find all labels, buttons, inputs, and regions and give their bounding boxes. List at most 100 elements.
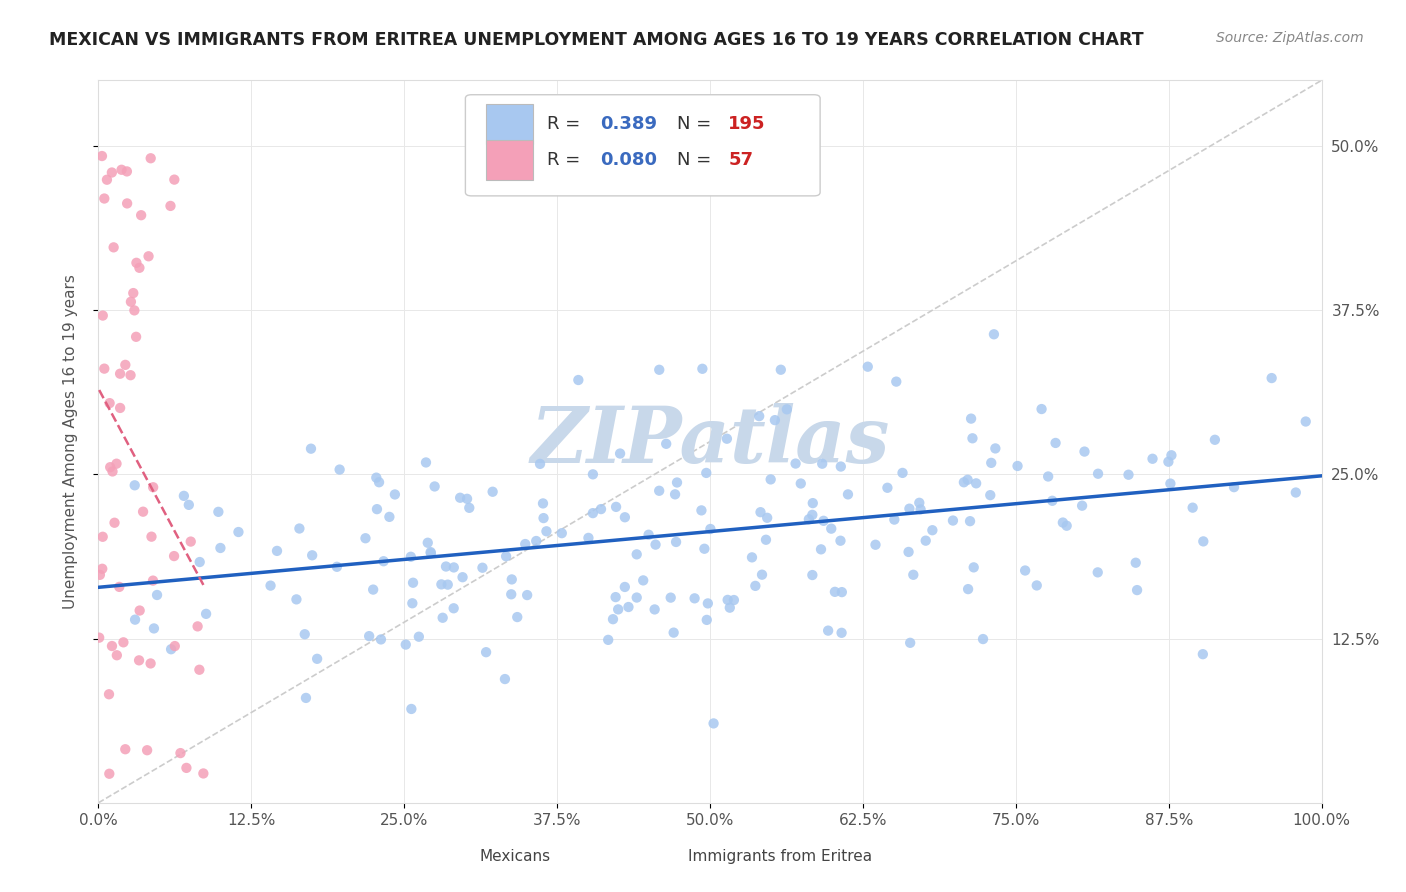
Point bbox=[451, 570, 474, 584]
Point bbox=[536, 524, 558, 539]
Point bbox=[695, 466, 717, 480]
Point bbox=[481, 484, 503, 499]
Point bbox=[749, 505, 772, 519]
Point bbox=[921, 523, 943, 537]
Point bbox=[399, 549, 422, 564]
Point bbox=[529, 457, 551, 471]
Point bbox=[103, 240, 125, 254]
Point bbox=[637, 527, 659, 541]
Point bbox=[683, 591, 706, 606]
Point bbox=[471, 560, 494, 574]
Point bbox=[965, 476, 987, 491]
Point bbox=[696, 596, 718, 610]
Point bbox=[748, 409, 770, 424]
Point bbox=[810, 542, 832, 557]
Point bbox=[112, 635, 135, 649]
Point bbox=[759, 472, 782, 486]
Text: 0.080: 0.080 bbox=[600, 151, 657, 169]
Point bbox=[401, 596, 423, 610]
Point bbox=[128, 260, 150, 275]
Point bbox=[120, 368, 142, 383]
Point bbox=[1126, 583, 1149, 598]
Point bbox=[648, 483, 671, 498]
Point bbox=[699, 522, 721, 536]
Point bbox=[533, 511, 555, 525]
Point bbox=[101, 639, 124, 653]
Point bbox=[1071, 499, 1094, 513]
Point bbox=[718, 600, 741, 615]
Point bbox=[1007, 458, 1029, 473]
FancyBboxPatch shape bbox=[486, 140, 533, 179]
Point bbox=[582, 467, 605, 482]
Point bbox=[898, 501, 921, 516]
Point bbox=[703, 716, 725, 731]
Point bbox=[515, 537, 537, 551]
Point bbox=[89, 567, 111, 582]
Point bbox=[801, 508, 824, 522]
Point bbox=[1087, 566, 1109, 580]
Point bbox=[91, 309, 114, 323]
Point bbox=[301, 549, 323, 563]
Point bbox=[169, 746, 191, 760]
Point bbox=[114, 742, 136, 756]
Point bbox=[1045, 436, 1067, 450]
Point bbox=[551, 526, 574, 541]
Point bbox=[980, 456, 1002, 470]
Text: Mexicans: Mexicans bbox=[479, 849, 551, 864]
Point bbox=[163, 172, 186, 186]
Point bbox=[108, 367, 131, 381]
Point bbox=[110, 162, 132, 177]
Point bbox=[914, 533, 936, 548]
Point bbox=[449, 491, 471, 505]
Point bbox=[458, 500, 481, 515]
Point bbox=[128, 653, 150, 667]
Point bbox=[180, 534, 202, 549]
Point bbox=[366, 502, 388, 516]
Point bbox=[142, 480, 165, 494]
Point bbox=[790, 476, 813, 491]
Point bbox=[142, 622, 165, 636]
Point bbox=[295, 690, 318, 705]
Point bbox=[163, 549, 186, 563]
Point bbox=[228, 524, 250, 539]
Point bbox=[897, 545, 920, 559]
Point bbox=[101, 465, 124, 479]
Point bbox=[114, 358, 136, 372]
Point bbox=[132, 505, 155, 519]
Point bbox=[402, 575, 425, 590]
Point bbox=[582, 506, 605, 520]
Point bbox=[662, 625, 685, 640]
Point bbox=[188, 555, 211, 569]
Point bbox=[361, 582, 384, 597]
Point bbox=[567, 373, 589, 387]
Point bbox=[494, 672, 516, 686]
Point bbox=[125, 330, 148, 344]
Point bbox=[960, 411, 983, 425]
Point bbox=[326, 559, 349, 574]
Point bbox=[1087, 467, 1109, 481]
Point bbox=[506, 610, 529, 624]
Point bbox=[285, 592, 308, 607]
Point bbox=[979, 488, 1001, 502]
Point bbox=[659, 591, 682, 605]
Point bbox=[368, 475, 391, 490]
Point bbox=[666, 475, 689, 490]
Point bbox=[910, 502, 932, 516]
Point bbox=[1192, 647, 1215, 661]
Point bbox=[443, 601, 465, 615]
Point bbox=[983, 327, 1005, 342]
Point bbox=[138, 249, 160, 263]
Point bbox=[129, 208, 152, 222]
Point bbox=[266, 544, 288, 558]
Point bbox=[401, 702, 423, 716]
Text: MEXICAN VS IMMIGRANTS FROM ERITREA UNEMPLOYMENT AMONG AGES 16 TO 19 YEARS CORREL: MEXICAN VS IMMIGRANTS FROM ERITREA UNEMP… bbox=[49, 31, 1144, 49]
Point bbox=[1223, 480, 1246, 494]
Point bbox=[193, 766, 215, 780]
Point bbox=[516, 588, 538, 602]
Point bbox=[644, 602, 666, 616]
Point bbox=[524, 534, 547, 549]
Point bbox=[801, 496, 824, 510]
Point bbox=[495, 549, 517, 564]
Point bbox=[959, 514, 981, 528]
Point bbox=[139, 657, 162, 671]
